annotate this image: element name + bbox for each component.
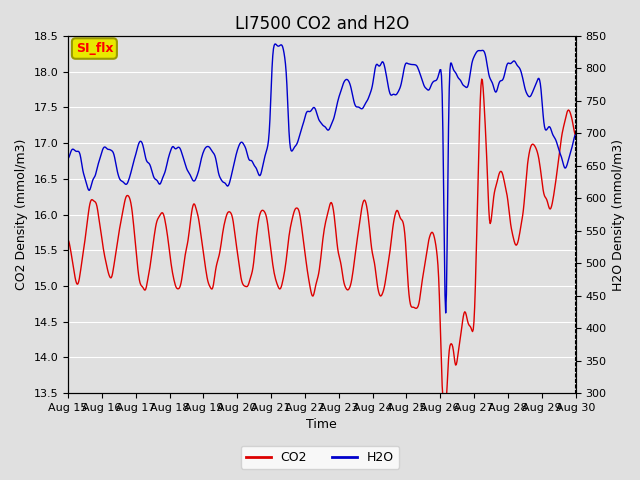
H2O (64, 156, 72, 161)
Line: CO2: CO2 (68, 79, 575, 409)
CO2 (74, 281, 81, 287)
CO2 (572, 133, 579, 139)
H2O (125, 175, 133, 180)
X-axis label: Time: Time (307, 419, 337, 432)
H2O (272, 41, 280, 47)
Legend: CO2, H2O: CO2, H2O (241, 446, 399, 469)
H2O (74, 148, 81, 154)
H2O (204, 144, 212, 149)
H2O (177, 148, 185, 154)
CO2 (64, 237, 72, 243)
Line: H2O: H2O (68, 44, 575, 313)
CO2 (478, 76, 486, 82)
H2O (399, 74, 406, 80)
CO2 (441, 406, 449, 412)
CO2 (398, 217, 406, 223)
H2O (384, 81, 392, 87)
CO2 (383, 267, 391, 273)
CO2 (177, 280, 185, 286)
Title: LI7500 CO2 and H2O: LI7500 CO2 and H2O (235, 15, 409, 33)
CO2 (204, 278, 212, 284)
H2O (442, 310, 449, 316)
Text: SI_flx: SI_flx (76, 42, 113, 55)
H2O (572, 132, 579, 137)
Y-axis label: CO2 Density (mmol/m3): CO2 Density (mmol/m3) (15, 139, 28, 290)
Y-axis label: H2O Density (mmol/m3): H2O Density (mmol/m3) (612, 139, 625, 290)
CO2 (125, 195, 133, 201)
